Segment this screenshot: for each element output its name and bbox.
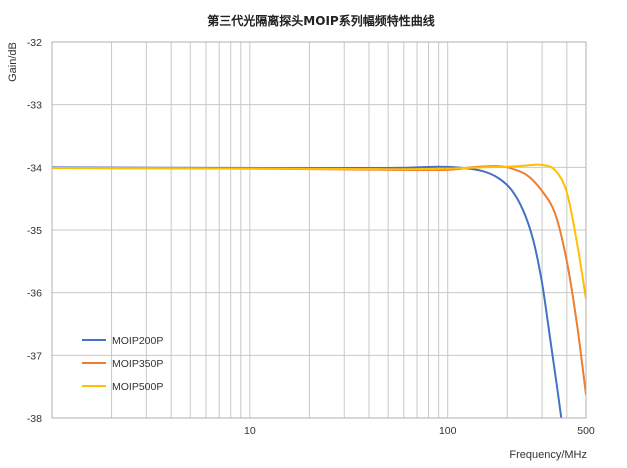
series-line-moip500p	[52, 163, 586, 300]
x-tick-label: 500	[577, 425, 595, 437]
legend-label-moip500p: MOIP500P	[112, 381, 163, 393]
y-tick-label: -38	[27, 413, 42, 425]
x-axis-label: Frequency/MHz	[509, 449, 587, 461]
y-tick-label: -32	[27, 37, 42, 49]
series-lines	[52, 163, 586, 418]
y-tick-label: -36	[27, 288, 42, 300]
x-tick-label: 10	[244, 425, 256, 437]
x-tick-label: 100	[439, 425, 457, 437]
legend-label-moip350p: MOIP350P	[112, 358, 163, 370]
y-tick-label: -33	[27, 100, 42, 112]
plot-frame	[51, 41, 587, 419]
y-tick-label: -34	[27, 162, 42, 174]
axes: -38 -37 -36 -35 -34 -33 -32 10 100 500	[27, 37, 595, 437]
y-tick-label: -35	[27, 225, 42, 237]
y-axis-label: Gain/dB	[7, 42, 19, 82]
chart-title: 第三代光隔离探头MOIP系列幅频特性曲线	[207, 13, 434, 28]
legend-label-moip200p: MOIP200P	[112, 335, 163, 347]
legend: MOIP200P MOIP350P MOIP500P	[82, 335, 163, 393]
y-tick-label: -37	[27, 350, 42, 362]
